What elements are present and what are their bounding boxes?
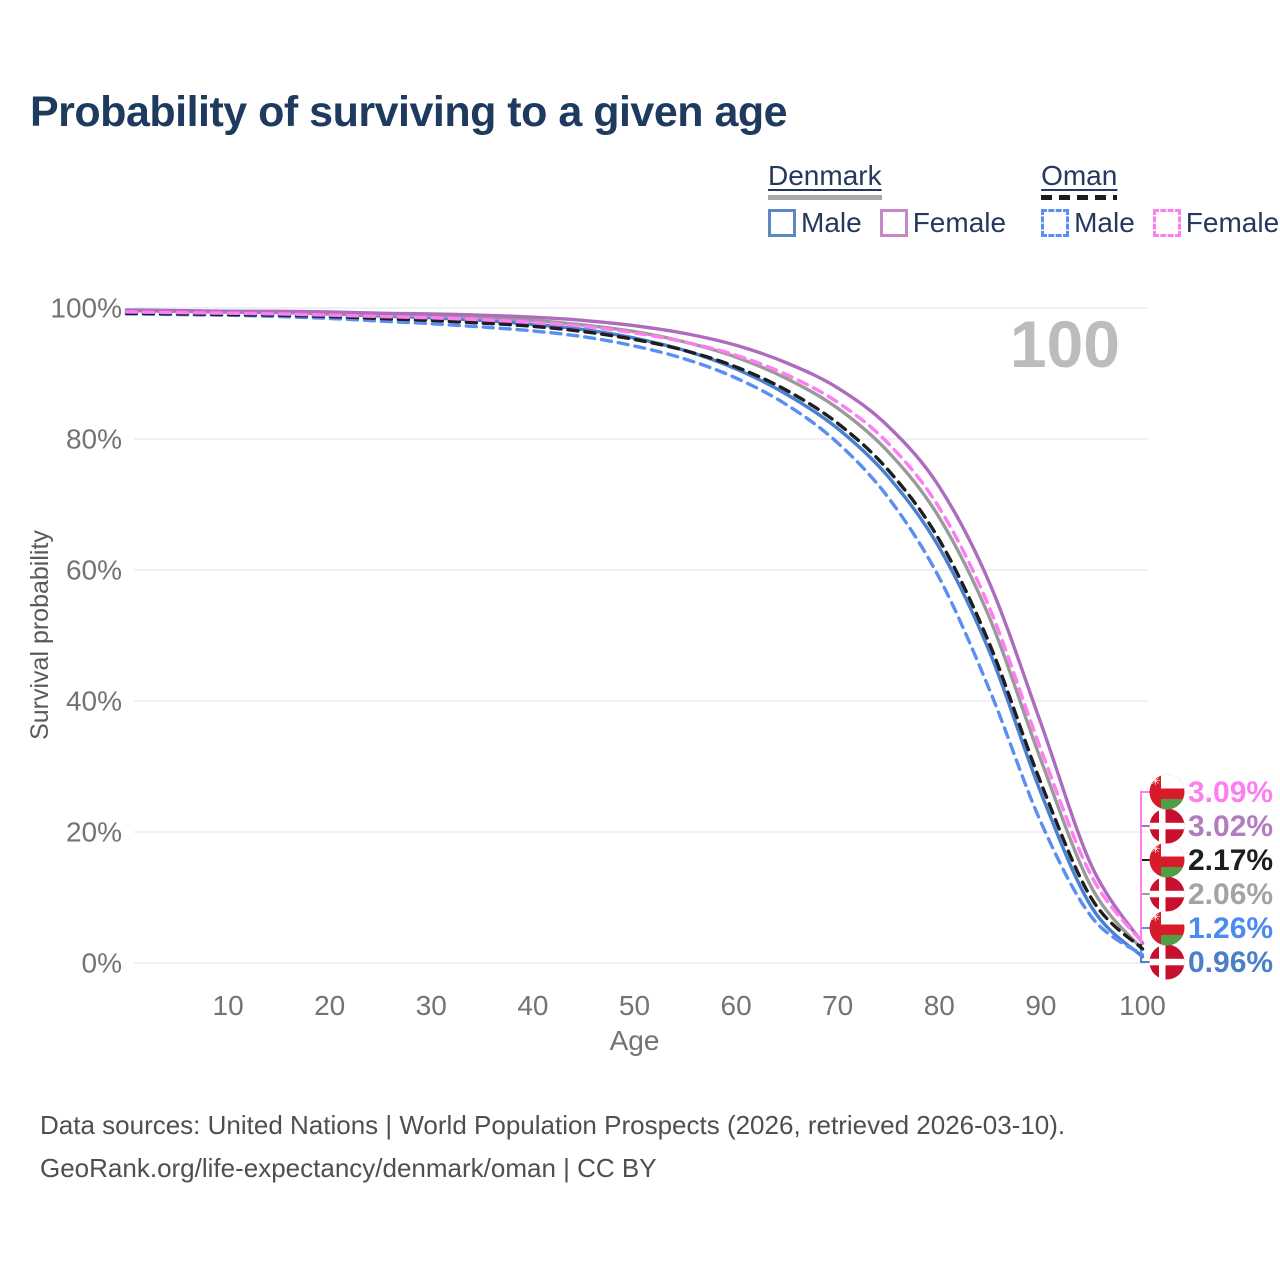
watermark-age-100: 100 <box>1010 307 1120 381</box>
legend-item-denmark-male[interactable]: Male <box>768 207 862 239</box>
x-tick-100: 100 <box>1119 990 1166 1021</box>
legend-checkbox-oman-male[interactable] <box>1041 209 1070 237</box>
x-tick-30: 30 <box>416 990 447 1021</box>
oman-flag-icon: ✳ <box>1149 774 1185 810</box>
legend-group-oman: Oman Male Female <box>1041 160 1279 239</box>
oman-emblem: ✳ <box>1150 910 1160 924</box>
denmark-flag-icon <box>1149 808 1185 844</box>
end-label-value-oman-female: 3.09% <box>1188 776 1273 809</box>
chart-legend: Denmark Male Female Oman Male Female <box>768 160 1279 239</box>
x-tick-90: 90 <box>1025 990 1056 1021</box>
legend-label: Female <box>912 207 1007 238</box>
x-tick-80: 80 <box>924 990 955 1021</box>
legend-country-denmark[interactable]: Denmark <box>768 160 882 191</box>
legend-item-oman-female[interactable]: Female <box>1152 207 1280 239</box>
y-tick-100: 100% <box>50 293 122 324</box>
page-title: Probability of surviving to a given age <box>30 88 788 136</box>
series-line-denmark-male[interactable] <box>124 308 1145 959</box>
end-label-connector-oman-all <box>1140 859 1150 950</box>
x-tick-40: 40 <box>517 990 548 1021</box>
end-label-value-oman-all: 2.17% <box>1188 844 1273 877</box>
footer-attribution-link: GeoRank.org/life-expectancy/denmark/oman… <box>40 1153 657 1183</box>
series-line-oman-male[interactable] <box>124 312 1145 957</box>
legend-line-sample-denmark <box>768 195 882 200</box>
x-tick-20: 20 <box>314 990 345 1021</box>
footer-data-sources: Data sources: United Nations | World Pop… <box>40 1110 1066 1140</box>
series-line-denmark-female[interactable] <box>124 308 1145 945</box>
end-label-value-denmark-all: 2.06% <box>1188 878 1273 911</box>
legend-checkbox-denmark-male[interactable] <box>768 209 796 237</box>
x-axis-label: Age <box>610 1025 660 1056</box>
y-tick-40: 40% <box>66 686 122 717</box>
legend-label: Female <box>1185 207 1280 238</box>
x-tick-10: 10 <box>213 990 244 1021</box>
oman-emblem: ✳ <box>1150 774 1160 788</box>
denmark-flag-icon <box>1149 876 1185 912</box>
legend-country-oman[interactable]: Oman <box>1041 160 1118 191</box>
y-axis-label: Survival probability <box>26 530 54 740</box>
oman-emblem: ✳ <box>1150 842 1160 856</box>
footer: Data sources: United Nations | World Pop… <box>40 1104 1065 1190</box>
legend-line-sample-oman <box>1041 195 1118 200</box>
x-tick-50: 50 <box>619 990 650 1021</box>
y-tick-0: 0% <box>82 948 122 979</box>
end-label-connector-denmark-male <box>1140 955 1150 963</box>
x-tick-60: 60 <box>721 990 752 1021</box>
y-tick-80: 80% <box>66 424 122 455</box>
y-tick-60: 60% <box>66 555 122 586</box>
series-line-oman-female[interactable] <box>124 310 1145 945</box>
x-tick-70: 70 <box>822 990 853 1021</box>
legend-checkbox-oman-female[interactable] <box>1152 209 1181 237</box>
legend-label: Male <box>1074 207 1135 238</box>
series-line-oman-all[interactable] <box>124 311 1145 951</box>
end-label-connector-oman-female <box>1140 791 1150 944</box>
denmark-flag-icon <box>1149 944 1185 980</box>
legend-checkbox-denmark-female[interactable] <box>879 209 908 237</box>
end-label-value-denmark-female: 3.02% <box>1188 810 1273 843</box>
oman-flag-icon: ✳ <box>1149 910 1185 946</box>
series-line-denmark-all[interactable] <box>124 308 1145 952</box>
y-tick-20: 20% <box>66 817 122 848</box>
oman-flag-icon: ✳ <box>1149 842 1185 878</box>
end-label-value-denmark-male: 0.96% <box>1188 946 1273 979</box>
legend-label: Male <box>801 207 862 238</box>
legend-item-denmark-female[interactable]: Female <box>879 207 1007 239</box>
end-label-connector-denmark-female <box>1140 825 1150 945</box>
legend-group-denmark: Denmark Male Female <box>768 160 1006 239</box>
end-label-value-oman-male: 1.26% <box>1188 912 1273 945</box>
legend-item-oman-male[interactable]: Male <box>1041 207 1135 239</box>
